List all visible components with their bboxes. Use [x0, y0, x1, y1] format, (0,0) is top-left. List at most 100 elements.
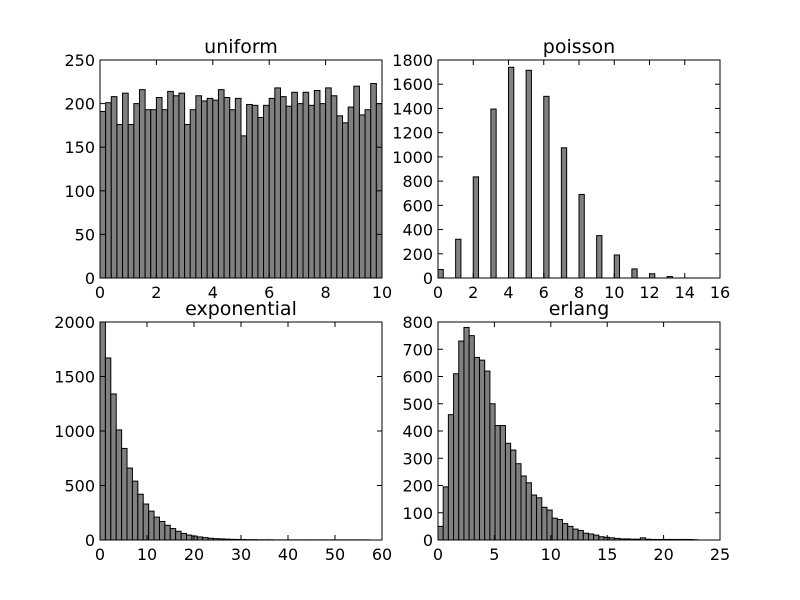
bar-uniform: [358, 114, 366, 279]
bar-uniform: [370, 83, 377, 279]
bar-uniform: [144, 109, 152, 279]
xtick-label-erlang: 20: [653, 545, 673, 564]
bar-erlang: [541, 506, 548, 541]
subplot-erlang: erlang 0 5 10 15 20 25 0 100 200 300 400 500 600 700 8…: [402, 298, 730, 564]
xtick-label-exponential: 30: [231, 545, 251, 564]
ytick-label-poisson: 1600: [392, 75, 433, 94]
bar-exponential: [115, 429, 123, 541]
xtick-label-uniform: 6: [264, 283, 274, 302]
bar-uniform: [167, 90, 174, 279]
ytick-label-uniform: 0: [85, 269, 95, 288]
bar-uniform: [229, 109, 236, 279]
xtick-label-exponential: 20: [184, 545, 204, 564]
xtick-label-exponential: 10: [137, 545, 157, 564]
bar-erlang: [572, 528, 579, 541]
bar-erlang: [437, 525, 444, 541]
bar-poisson: [472, 176, 480, 279]
bar-uniform: [313, 90, 321, 279]
xtick-label-poisson: 2: [468, 283, 478, 302]
bar-uniform: [263, 104, 270, 279]
ytick-label-poisson: 200: [402, 245, 433, 264]
bar-poisson: [508, 66, 515, 279]
bar-uniform: [201, 100, 208, 279]
bar-uniform: [122, 92, 129, 279]
ytick-label-erlang: 100: [402, 504, 433, 523]
bar-uniform: [325, 87, 332, 279]
bar-erlang: [515, 463, 522, 541]
xtick-label-poisson: 8: [574, 283, 584, 302]
xtick-label-poisson: 12: [639, 283, 659, 302]
ytick-label-erlang: 600: [402, 368, 433, 387]
subplot-title-erlang: erlang: [549, 298, 610, 320]
xtick-label-exponential: 60: [372, 545, 392, 564]
bar-uniform: [155, 96, 163, 279]
ytick-label-exponential: 1500: [54, 368, 95, 387]
xtick-label-erlang: 0: [433, 545, 443, 564]
bar-exponential: [137, 493, 144, 541]
bar-uniform: [138, 89, 146, 279]
ytick-label-erlang: 0: [423, 531, 433, 550]
bar-erlang: [593, 534, 600, 541]
bar-poisson: [455, 238, 462, 279]
bar-uniform: [285, 105, 293, 279]
bar-exponential: [104, 357, 112, 541]
bar-uniform: [223, 96, 231, 279]
bar-uniform: [268, 97, 276, 279]
bar-exponential: [121, 447, 128, 541]
bar-erlang: [473, 356, 481, 541]
bar-erlang: [567, 525, 574, 541]
bar-uniform: [189, 109, 197, 279]
xtick-label-erlang: 15: [597, 545, 617, 564]
xtick-label-uniform: 8: [321, 283, 331, 302]
bar-erlang: [536, 497, 543, 541]
bar-poisson: [578, 193, 585, 279]
bar-exponential: [153, 516, 160, 541]
ytick-label-poisson: 1400: [392, 99, 433, 118]
bar-uniform: [353, 85, 360, 279]
xtick-label-poisson: 10: [604, 283, 624, 302]
bar-erlang: [530, 494, 538, 541]
bar-erlang: [551, 517, 558, 541]
bar-uniform: [364, 109, 372, 279]
bar-uniform: [319, 103, 327, 279]
ytick-label-exponential: 0: [85, 531, 95, 550]
xtick-label-exponential: 50: [325, 545, 345, 564]
ytick-label-uniform: 50: [75, 225, 95, 244]
bar-erlang: [484, 370, 491, 541]
bar-poisson: [613, 254, 621, 279]
bar-erlang: [442, 486, 449, 541]
bar-uniform: [133, 103, 140, 279]
xtick-label-uniform: 10: [372, 283, 392, 302]
bar-uniform: [212, 99, 219, 279]
ytick-label-erlang: 300: [402, 449, 433, 468]
ytick-label-erlang: 700: [402, 340, 433, 359]
bar-uniform: [296, 103, 304, 279]
bar-exponential: [180, 532, 187, 541]
bar-exponential: [131, 480, 139, 541]
ytick-label-poisson: 400: [402, 221, 433, 240]
ytick-label-erlang: 800: [402, 313, 433, 332]
ytick-label-poisson: 1800: [392, 51, 433, 70]
ytick-label-poisson: 1000: [392, 148, 433, 167]
bar-erlang: [577, 529, 584, 541]
bar-uniform: [234, 97, 242, 279]
bar-uniform: [257, 117, 265, 279]
bar-erlang: [525, 482, 532, 541]
xtick-label-erlang: 25: [710, 545, 730, 564]
ticks-erlang: 0 5 10 15 20 25 0 100 200 300 400 500 600 700 800: [402, 313, 730, 564]
bar-uniform: [291, 91, 298, 279]
bar-uniform: [217, 89, 225, 279]
bar-erlang: [447, 414, 455, 541]
bar-uniform: [150, 109, 157, 279]
bar-poisson: [649, 273, 656, 279]
bar-uniform: [342, 122, 349, 279]
subplot-title-poisson: poisson: [543, 36, 615, 58]
ticks-poisson: 0 2 4 6 8 10 12 14 16020040060080010001200140016…: [392, 51, 730, 302]
bar-uniform: [127, 124, 135, 279]
subplot-title-exponential: exponential: [185, 298, 297, 320]
bar-uniform: [195, 95, 203, 279]
ytick-label-uniform: 100: [64, 182, 95, 201]
bar-uniform: [251, 104, 259, 279]
